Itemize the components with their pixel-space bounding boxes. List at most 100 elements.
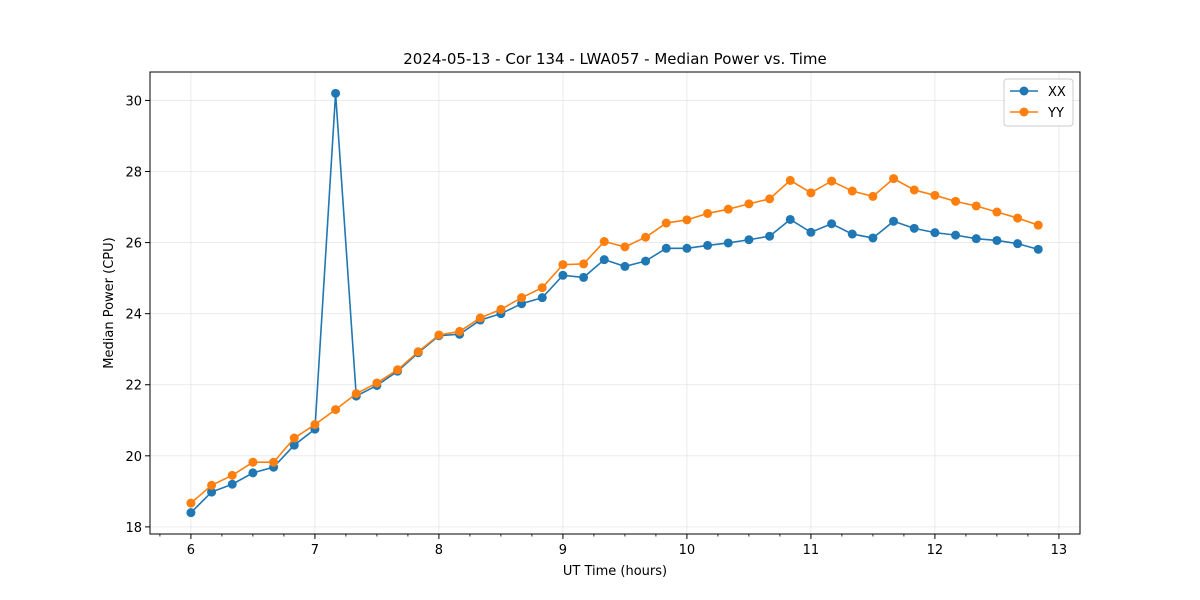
x-tick-label: 8 [435, 543, 443, 558]
axes: 6 7 8 9 10 11 12 13 18 20 22 24 26 28 30 [125, 94, 1067, 558]
data-point-yy [1013, 213, 1023, 223]
data-point-xx [186, 508, 196, 518]
data-point-yy [1033, 220, 1043, 230]
data-point-yy [579, 259, 589, 269]
data-point-xx [703, 240, 713, 250]
data-point-xx [227, 479, 237, 489]
data-point-xx [971, 234, 981, 244]
data-point-xx [806, 227, 816, 237]
data-point-yy [909, 185, 919, 195]
x-axis-label: UT Time (hours) [563, 564, 667, 579]
data-point-xx [661, 243, 671, 253]
grid [150, 72, 1080, 534]
data-point-xx [785, 214, 795, 224]
data-point-xx [207, 487, 217, 497]
data-point-xx [248, 468, 258, 478]
data-point-xx [682, 243, 692, 253]
data-point-yy [847, 186, 857, 196]
x-tick-label: 7 [311, 543, 319, 558]
data-point-yy [413, 347, 423, 357]
plot-area-frame [149, 71, 1081, 535]
data-point-xx [579, 272, 589, 282]
data-point-xx [868, 233, 878, 243]
data-point-yy [269, 457, 279, 467]
data-point-yy [331, 405, 341, 415]
data-point-xx [889, 216, 899, 226]
series-layer [186, 88, 1043, 518]
legend-marker-xx [1019, 86, 1029, 96]
data-point-yy [703, 208, 713, 218]
data-point-yy [289, 433, 299, 443]
data-point-xx [599, 255, 609, 265]
x-tick-label: 12 [927, 543, 944, 558]
legend: XX YY [1003, 78, 1074, 127]
data-point-yy [889, 174, 899, 184]
data-point-yy [765, 194, 775, 204]
data-point-yy [351, 389, 361, 399]
data-point-yy [744, 199, 754, 209]
data-point-yy [930, 190, 940, 200]
data-point-yy [971, 201, 981, 211]
y-tick-label: 22 [125, 379, 142, 394]
data-point-yy [496, 304, 506, 314]
data-point-xx [620, 261, 630, 271]
data-point-xx [992, 235, 1002, 245]
data-point-xx [289, 440, 299, 450]
data-point-xx [744, 235, 754, 245]
data-point-yy [723, 204, 733, 214]
data-point-yy [661, 218, 671, 228]
data-point-yy [620, 242, 630, 252]
data-point-yy [310, 420, 320, 430]
data-point-xx [951, 230, 961, 240]
legend-marker-yy [1019, 107, 1029, 117]
data-point-yy [868, 191, 878, 201]
data-point-xx [827, 219, 837, 229]
x-tick-label: 13 [1051, 543, 1068, 558]
data-point-yy [434, 330, 444, 340]
data-point-xx [765, 231, 775, 241]
data-point-xx [723, 238, 733, 248]
y-tick-label: 26 [125, 237, 142, 252]
data-point-xx [641, 256, 651, 266]
y-tick-label: 24 [125, 308, 142, 323]
data-point-xx [930, 228, 940, 238]
data-point-yy [372, 378, 382, 388]
data-point-xx [909, 223, 919, 233]
data-point-yy [951, 196, 961, 206]
data-point-yy [393, 365, 403, 375]
data-point-yy [785, 175, 795, 185]
data-point-xx [1033, 244, 1043, 254]
data-point-xx [1013, 239, 1023, 249]
x-tick-label: 10 [679, 543, 696, 558]
data-point-yy [537, 283, 547, 293]
data-point-yy [558, 260, 568, 270]
data-point-xx [537, 293, 547, 303]
data-point-yy [806, 188, 816, 198]
data-point-yy [599, 237, 609, 247]
y-tick-label: 28 [125, 166, 142, 181]
chart-title: 2024-05-13 - Cor 134 - LWA057 - Median P… [403, 50, 827, 68]
data-point-xx [331, 88, 341, 98]
data-point-xx [558, 270, 568, 280]
series-yy [186, 174, 1043, 508]
data-point-yy [641, 232, 651, 242]
y-tick-label: 20 [125, 450, 142, 465]
data-point-xx [847, 229, 857, 239]
data-point-yy [517, 293, 527, 303]
data-point-yy [827, 176, 837, 186]
legend-label-xx: XX [1048, 85, 1066, 100]
x-tick-label: 11 [803, 543, 820, 558]
data-point-yy [227, 470, 237, 480]
data-point-yy [682, 215, 692, 225]
y-tick-label: 18 [125, 521, 142, 536]
data-point-yy [207, 480, 217, 490]
data-point-yy [992, 207, 1002, 217]
data-point-yy [475, 313, 485, 323]
x-tick-label: 9 [559, 543, 567, 558]
x-tick-label: 6 [187, 543, 195, 558]
legend-label-yy: YY [1047, 106, 1064, 121]
y-tick-label: 30 [125, 94, 142, 109]
y-axis-label: Median Power (CPU) [102, 237, 117, 368]
